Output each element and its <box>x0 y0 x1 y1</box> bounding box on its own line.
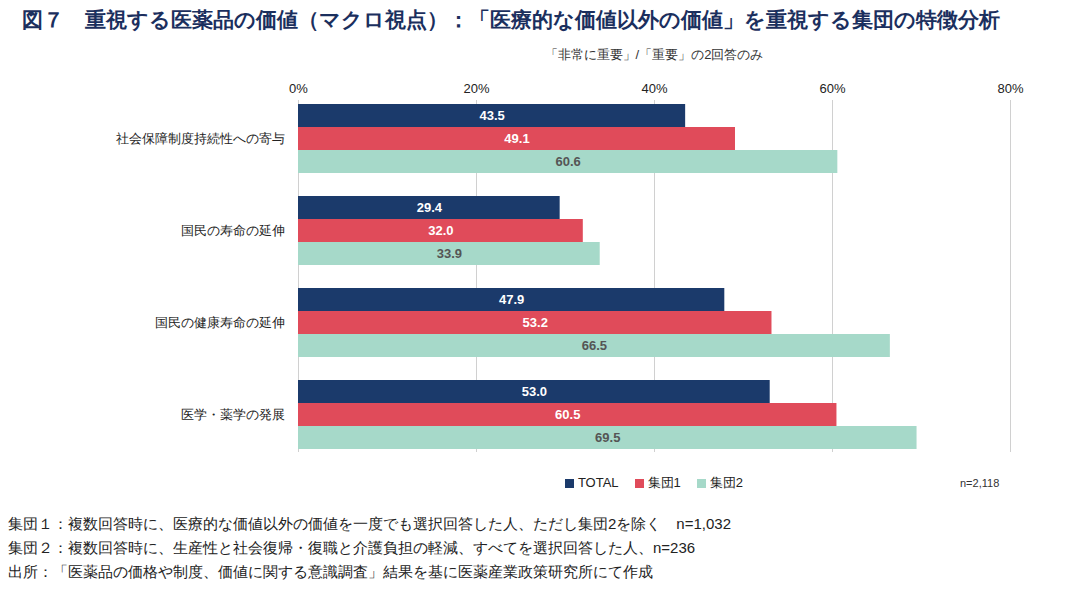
svg-text:69.5: 69.5 <box>595 430 620 445</box>
html-text:集団2: 集団2 <box>709 475 744 490</box>
svg-text:66.5: 66.5 <box>582 338 607 353</box>
html-text:集団1: 集団1 <box>647 475 681 490</box>
svg-text:53.2: 53.2 <box>523 315 548 330</box>
html-text:出所：「医薬品の価格や制度、価値に関する意識調査」結果を基に: 出所：「医薬品の価格や制度、価値に関する意識調査」結果を基に医薬産業政策研究所に… <box>8 563 653 580</box>
svg-text:80%: 80% <box>997 81 1023 96</box>
svg-text:33.9: 33.9 <box>437 246 462 261</box>
html-text:TOTAL: TOTAL <box>577 475 619 490</box>
svg-text:医学・薬学の発展: 医学・薬学の発展 <box>181 407 285 422</box>
svg-text:0%: 0% <box>289 81 308 96</box>
html-text:「非常に重要」/「重要」の2回答のみ: 「非常に重要」/「重要」の2回答のみ <box>544 47 764 62</box>
svg-text:20%: 20% <box>463 81 489 96</box>
html-text:集団２：複数回答時に、生産性と社会復帰・復職と介護負担の軽減: 集団２：複数回答時に、生産性と社会復帰・復職と介護負担の軽減、すべてを選択回答し… <box>8 539 696 556</box>
svg-text:国民の寿命の延伸: 国民の寿命の延伸 <box>181 223 285 238</box>
svg-text:60.5: 60.5 <box>555 407 580 422</box>
svg-text:47.9: 47.9 <box>499 292 524 307</box>
svg-text:社会保障制度持続性への寄与: 社会保障制度持続性への寄与 <box>116 131 285 146</box>
html-text:集団１：複数回答時に、医療的な価値以外の価値を一度でも選択回: 集団１：複数回答時に、医療的な価値以外の価値を一度でも選択回答した人、ただし集団… <box>8 515 731 532</box>
svg-text:60.6: 60.6 <box>556 154 581 169</box>
svg-text:40%: 40% <box>641 81 667 96</box>
svg-text:60%: 60% <box>819 81 845 96</box>
svg-text:国民の健康寿命の延伸: 国民の健康寿命の延伸 <box>155 315 285 330</box>
svg-text:53.0: 53.0 <box>522 384 547 399</box>
html-text:図７ 重視する医薬品の価値（マクロ視点）：「医療的な価値以外: 図７ 重視する医薬品の価値（マクロ視点）：「医療的な価値以外の価値」を重視する集… <box>22 8 1000 31</box>
svg-text:29.4: 29.4 <box>417 200 443 215</box>
html-text:n=2,118: n=2,118 <box>960 477 1000 489</box>
svg-text:43.5: 43.5 <box>479 108 504 123</box>
svg-text:32.0: 32.0 <box>428 223 453 238</box>
svg-text:49.1: 49.1 <box>504 131 529 146</box>
